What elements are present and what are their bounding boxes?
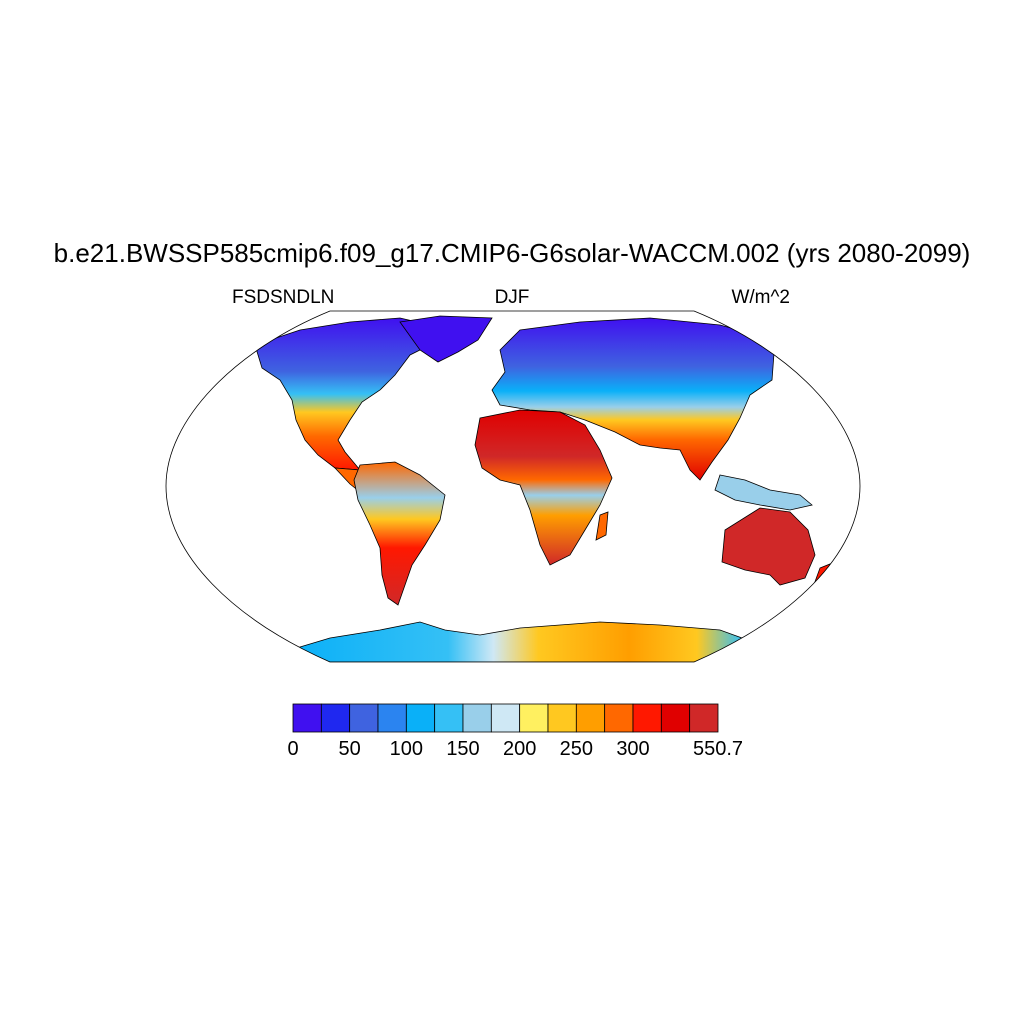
south-america bbox=[353, 461, 446, 606]
colorbar-tick-label: 300 bbox=[616, 738, 650, 760]
australia bbox=[721, 507, 816, 586]
eurasia bbox=[491, 317, 776, 481]
colorbar-tick-label: 200 bbox=[502, 738, 537, 760]
colorbar-tick-label: 0 bbox=[287, 738, 299, 760]
colorbar-tick-label: 100 bbox=[389, 738, 424, 760]
units-label: W/m^2 bbox=[731, 287, 790, 308]
africa bbox=[474, 409, 613, 566]
antarctica bbox=[288, 621, 743, 662]
madagascar bbox=[595, 511, 609, 541]
colorbar-tick-label: 250 bbox=[559, 738, 594, 760]
colorbar-tick-label: 550.7 bbox=[692, 738, 744, 760]
globe-outline bbox=[165, 310, 861, 663]
maritime-continent bbox=[714, 474, 813, 511]
season-label: DJF bbox=[494, 287, 530, 308]
colorbar-tick-label: 50 bbox=[338, 738, 361, 760]
plot-title: b.e21.BWSSP585cmip6.f09_g17.CMIP6-G6sola… bbox=[53, 238, 971, 268]
north-america bbox=[254, 317, 441, 471]
variable-label: FSDSNDLN bbox=[232, 287, 335, 308]
greenland bbox=[399, 315, 493, 363]
colorbar-tick-label: 150 bbox=[446, 738, 480, 760]
